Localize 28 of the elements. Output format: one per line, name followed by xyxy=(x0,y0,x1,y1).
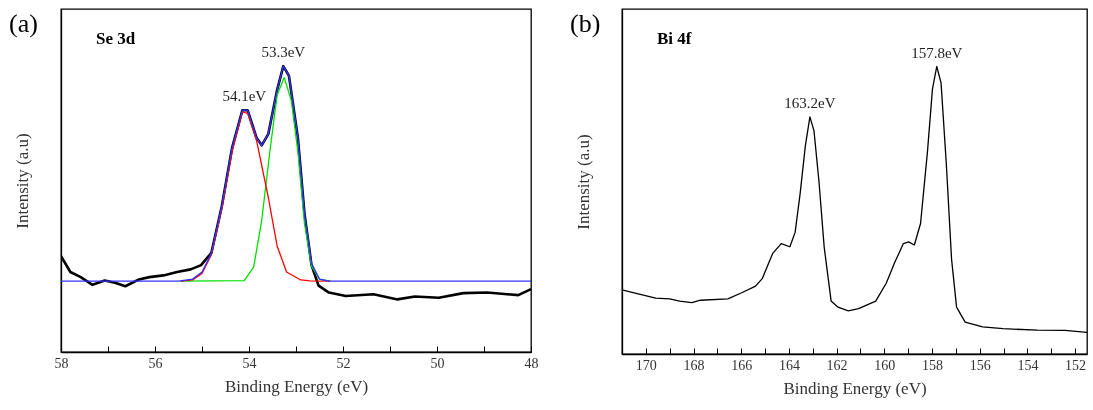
chart-title: (b) xyxy=(570,9,601,38)
x-tick-label: 152 xyxy=(1065,357,1087,373)
x-tick-label: 48 xyxy=(524,355,539,371)
annotation: 163.2eV xyxy=(784,94,836,111)
x-tick-label: 58 xyxy=(54,355,69,371)
text: Bi 4f xyxy=(657,29,692,48)
x-tick-label: 156 xyxy=(969,357,991,373)
x-tick-label: 52 xyxy=(336,355,351,371)
x-axis-title: Binding Energy (eV) xyxy=(783,378,927,398)
x-tick-label: 56 xyxy=(148,355,163,371)
annotation: 54.1eV xyxy=(222,88,267,105)
x-tick-label: 54 xyxy=(242,355,257,371)
x-tick-label: 168 xyxy=(683,357,705,373)
x-tick-label: 170 xyxy=(635,357,657,373)
x-tick-label: 164 xyxy=(778,357,800,373)
y-axis-title: Intensity (a.u) xyxy=(573,134,593,230)
chart-title: (a) xyxy=(9,9,38,38)
x-tick-label: 160 xyxy=(874,357,896,373)
x-tick-label: 166 xyxy=(731,357,753,373)
x-tick-label: 162 xyxy=(826,357,848,373)
y-axis-title: Intensity (a.u) xyxy=(12,133,32,229)
x-tick-label: 50 xyxy=(430,355,445,371)
x-axis-title: Binding Energy (eV) xyxy=(224,376,369,396)
annotation: 53.3eV xyxy=(261,44,306,61)
x-tick-label: 154 xyxy=(1017,357,1039,373)
annotation: 157.8eV xyxy=(911,44,963,61)
x-tick-label: 158 xyxy=(922,357,943,373)
text: Se 3d xyxy=(96,29,136,48)
